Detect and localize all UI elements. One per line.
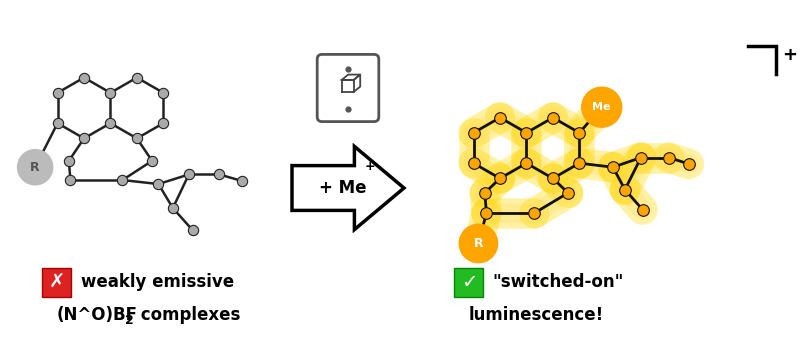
Text: weakly emissive: weakly emissive <box>81 273 234 291</box>
Point <box>157 120 170 126</box>
Point <box>186 228 199 233</box>
Point <box>182 172 195 177</box>
Point <box>116 177 129 183</box>
Point <box>546 115 559 120</box>
Point <box>51 90 64 96</box>
Point <box>235 178 248 184</box>
Text: "switched-on": "switched-on" <box>493 273 624 291</box>
Point <box>606 164 619 170</box>
Text: luminescence!: luminescence! <box>469 306 604 324</box>
Text: + Me: + Me <box>318 179 366 197</box>
Point <box>636 207 649 212</box>
Point <box>78 75 90 80</box>
Point <box>104 90 117 96</box>
Point <box>478 190 491 196</box>
FancyBboxPatch shape <box>454 268 483 297</box>
Circle shape <box>459 224 498 263</box>
Point <box>573 130 586 136</box>
Point <box>528 210 541 216</box>
FancyBboxPatch shape <box>317 55 379 121</box>
Point <box>546 176 559 181</box>
FancyBboxPatch shape <box>42 268 71 297</box>
Point <box>520 161 533 166</box>
Point <box>520 130 533 136</box>
Text: ✓: ✓ <box>461 272 477 291</box>
Point <box>467 130 480 136</box>
Point <box>62 158 75 164</box>
Point <box>130 75 143 80</box>
Text: R: R <box>474 237 483 250</box>
Point <box>467 161 480 166</box>
Text: Me: Me <box>593 102 611 112</box>
Circle shape <box>18 150 53 185</box>
Text: complexes: complexes <box>135 306 241 324</box>
Point <box>472 241 485 246</box>
Point <box>146 158 158 164</box>
Point <box>166 205 179 211</box>
Point <box>562 190 574 196</box>
Point <box>64 177 77 183</box>
Point <box>634 155 647 161</box>
Polygon shape <box>292 146 404 230</box>
Point <box>130 136 143 141</box>
Point <box>618 187 631 193</box>
Text: 2: 2 <box>125 314 134 327</box>
Point <box>104 120 117 126</box>
Text: (N^O)BF: (N^O)BF <box>57 306 138 324</box>
Text: R: R <box>30 161 40 174</box>
Point <box>595 105 608 110</box>
Text: ✗: ✗ <box>49 272 65 291</box>
Text: +: + <box>365 160 376 173</box>
Point <box>494 115 506 120</box>
Point <box>152 181 165 187</box>
Point <box>29 164 42 170</box>
Point <box>51 120 64 126</box>
Point <box>157 90 170 96</box>
Point <box>480 210 493 216</box>
Text: +: + <box>782 46 798 64</box>
Point <box>78 136 90 141</box>
Point <box>573 161 586 166</box>
Point <box>494 176 506 181</box>
Circle shape <box>582 87 622 127</box>
Point <box>213 172 226 177</box>
Point <box>662 155 675 161</box>
Point <box>682 161 695 167</box>
